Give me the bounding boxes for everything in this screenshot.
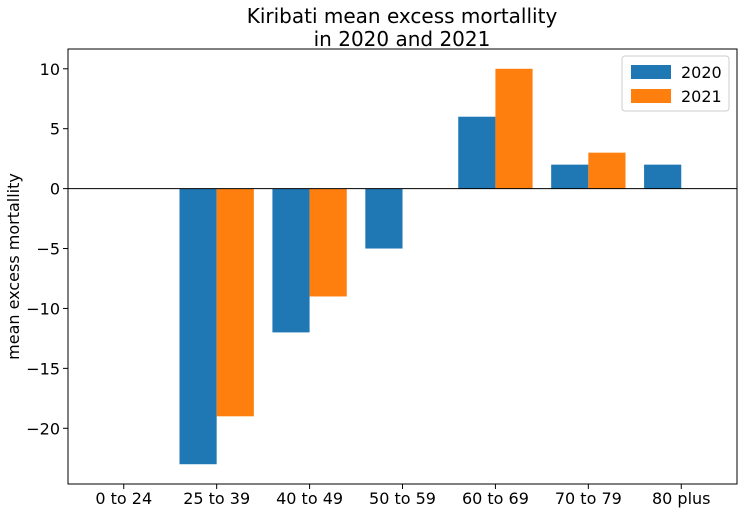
- bar-2020-80-plus: [644, 164, 682, 189]
- bar-2021-40-to-49: [309, 188, 347, 297]
- x-tick-label: 70 to 79: [555, 489, 622, 508]
- bar-2021-70-to-79: [588, 152, 626, 189]
- y-ticks: −20 −15 −10 −5 0 5 10: [26, 60, 68, 438]
- x-tick-label: 80 plus: [652, 489, 711, 508]
- y-tick-label: −20: [26, 419, 60, 438]
- chart-title-line-2: in 2020 and 2021: [314, 27, 491, 51]
- y-tick-label: −10: [26, 299, 60, 318]
- legend: 2020 2021: [621, 55, 730, 112]
- bar-2021-60-to-69: [495, 68, 533, 189]
- bars-group: [179, 68, 682, 465]
- plot-area: −20 −15 −10 −5 0 5 10 0 to 24 25 to 39 40 to 49 5…: [26, 48, 738, 508]
- y-tick-label: −5: [36, 240, 60, 259]
- axes-frame: [67, 48, 738, 485]
- x-tick-label: 0 to 24: [95, 489, 152, 508]
- bar-2020-25-to-39: [179, 188, 217, 465]
- bar-2020-50-to-59: [365, 188, 403, 249]
- x-tick-label: 60 to 69: [462, 489, 529, 508]
- legend-swatch-2021: [631, 89, 671, 103]
- y-tick-label: 5: [50, 120, 60, 139]
- x-tick-label: 50 to 59: [369, 489, 436, 508]
- bar-2020-60-to-69: [458, 116, 496, 189]
- bar-2020-40-to-49: [272, 188, 310, 333]
- x-tick-label: 25 to 39: [183, 489, 250, 508]
- legend-label-2020: 2020: [681, 63, 722, 82]
- legend-swatch-2020: [631, 65, 671, 79]
- chart-title-line-1: Kiribati mean excess mortallity: [247, 4, 558, 28]
- x-ticks: 0 to 24 25 to 39 40 to 49 50 to 59 60 to 69 7…: [95, 484, 711, 508]
- y-tick-label: 10: [40, 60, 60, 79]
- x-tick-label: 40 to 49: [276, 489, 343, 508]
- bar-2021-25-to-39: [216, 188, 254, 417]
- y-tick-label: −15: [26, 359, 60, 378]
- legend-label-2021: 2021: [681, 87, 722, 106]
- bar-2020-70-to-79: [551, 164, 589, 189]
- y-tick-label: 0: [50, 180, 60, 199]
- y-axis-label: mean excess mortallity: [4, 173, 23, 360]
